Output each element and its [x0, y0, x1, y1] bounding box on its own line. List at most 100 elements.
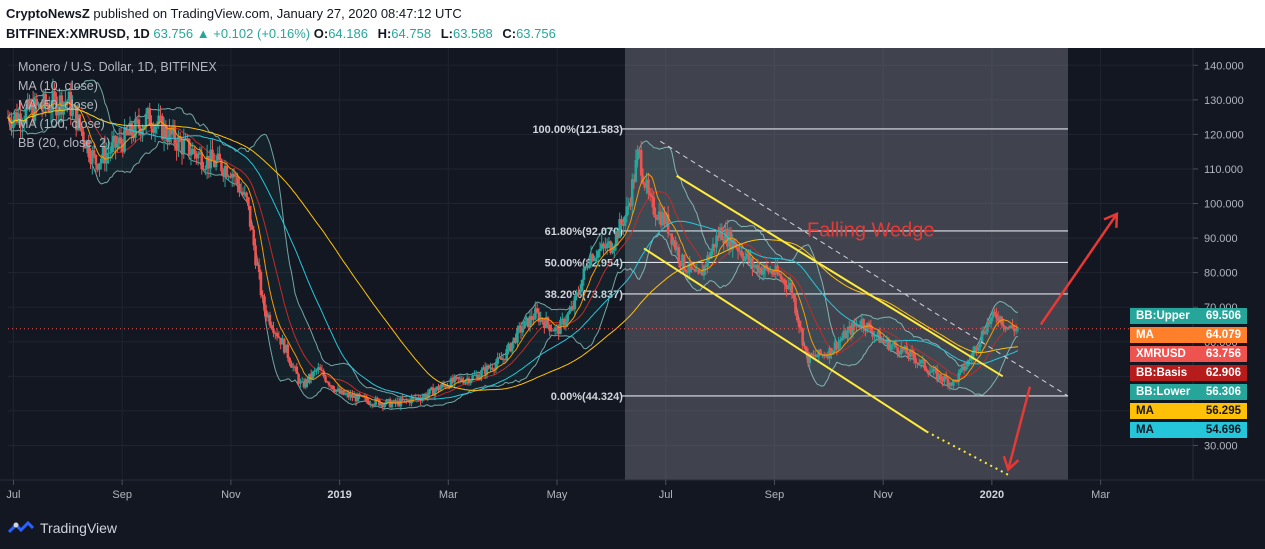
candle-body: [882, 339, 885, 342]
candle-body: [717, 235, 720, 238]
candle-body: [980, 331, 984, 343]
candle-body: [1016, 328, 1020, 330]
candle-body: [254, 245, 257, 266]
candle-body: [711, 243, 715, 252]
candle-body: [489, 367, 492, 369]
ma50-line: [7, 108, 1019, 400]
candle-body: [501, 358, 505, 360]
candle-body: [220, 160, 223, 172]
candle-body: [116, 143, 119, 148]
candle-body: [238, 184, 241, 193]
candle-body: [858, 326, 862, 328]
candle-body: [761, 270, 765, 275]
legend-bb[interactable]: BB (20, close, 2): [18, 136, 111, 150]
candle-body: [611, 250, 614, 254]
x-tick-label: Mar: [1091, 489, 1110, 501]
candle-body: [867, 322, 871, 325]
candle-body: [162, 124, 166, 140]
candle-body: [935, 369, 939, 380]
candle-body: [923, 359, 926, 369]
open-label: O:: [313, 26, 329, 41]
price-tag-value: 56.295: [1205, 405, 1241, 417]
candle-body: [318, 367, 322, 370]
candle-body: [288, 357, 291, 364]
candle-body: [794, 298, 797, 314]
candle-body: [889, 345, 892, 350]
candle-body: [620, 219, 623, 224]
candle-body: [193, 148, 196, 154]
candle-body: [555, 327, 559, 329]
candle-body: [839, 339, 842, 343]
candle-body: [191, 148, 195, 155]
candle-body: [824, 355, 828, 357]
candle-body: [682, 254, 686, 271]
candle-body: [229, 176, 232, 178]
candle-body: [177, 136, 180, 151]
candle-body: [187, 138, 191, 156]
candle-body: [439, 387, 442, 391]
candle-body: [143, 125, 146, 130]
candle-body: [987, 322, 991, 324]
open-value: 64.186: [328, 26, 368, 41]
candle-body: [22, 121, 26, 124]
publish-text: published on TradingView.com, January 27…: [93, 6, 462, 21]
candle-body: [281, 338, 284, 345]
x-tick-label: Jul: [6, 489, 20, 501]
candle-body: [937, 374, 941, 380]
candle-body: [569, 306, 573, 311]
candle-body: [939, 374, 943, 380]
candle-body: [82, 131, 85, 143]
candle-body: [180, 140, 184, 154]
candle-body: [74, 106, 78, 130]
candle-body: [758, 267, 761, 274]
y-tick-label: 100.000: [1204, 199, 1244, 211]
candle-body: [211, 149, 214, 161]
legend-ma50[interactable]: MA (50, close): [18, 98, 98, 112]
candle-body: [71, 106, 74, 116]
candle-body: [471, 375, 474, 381]
price-chart[interactable]: 100.00%(121.583) 61.80%(92.070) 50.00%(82.…: [0, 48, 1265, 512]
candle-body: [49, 110, 53, 112]
candle-body: [363, 396, 367, 398]
candle-body: [860, 319, 864, 327]
legend-ma100[interactable]: MA (100, close): [18, 117, 105, 131]
candle-body: [33, 98, 37, 121]
candle-body: [202, 169, 205, 171]
candle-body: [12, 119, 15, 129]
legend-ma10[interactable]: MA (10, close): [18, 79, 98, 93]
candle-body: [575, 292, 578, 297]
candle-body: [55, 96, 58, 116]
high-label: H:: [377, 26, 392, 41]
candle-body: [435, 386, 439, 391]
candle-body: [695, 270, 699, 272]
candle-body: [795, 313, 799, 321]
candle-body: [342, 390, 345, 395]
candle-body: [600, 243, 604, 249]
price-tag-value: 62.906: [1205, 367, 1241, 379]
candle-body: [135, 119, 139, 121]
candle-body: [369, 404, 372, 406]
candle-body: [975, 346, 978, 351]
x-tick-label: Sep: [112, 489, 132, 501]
high-value: 64.758: [391, 26, 432, 41]
candle-body: [580, 279, 584, 292]
candle-body: [103, 146, 107, 164]
legend-title[interactable]: Monero / U.S. Dollar, 1D, BITFINEX: [18, 60, 217, 74]
candle-body: [907, 354, 910, 358]
tradingview-logo[interactable]: TradingView: [8, 520, 117, 536]
candle-body: [85, 140, 89, 149]
candle-body: [96, 164, 99, 170]
candle-body: [537, 312, 541, 322]
candle-body: [941, 379, 944, 382]
candle-body: [299, 381, 302, 384]
publisher-name[interactable]: CryptoNewsZ: [6, 6, 90, 21]
candle-body: [221, 171, 225, 177]
candle-body: [855, 324, 858, 327]
candle-body: [17, 113, 21, 123]
wedge-lower-line: [643, 247, 928, 433]
candle-body: [613, 246, 616, 251]
symbol-label[interactable]: BITFINEX:XMRUSD, 1D: [6, 26, 150, 41]
candle-body: [865, 322, 869, 331]
candle-body: [819, 349, 822, 355]
candle-body: [349, 394, 352, 398]
